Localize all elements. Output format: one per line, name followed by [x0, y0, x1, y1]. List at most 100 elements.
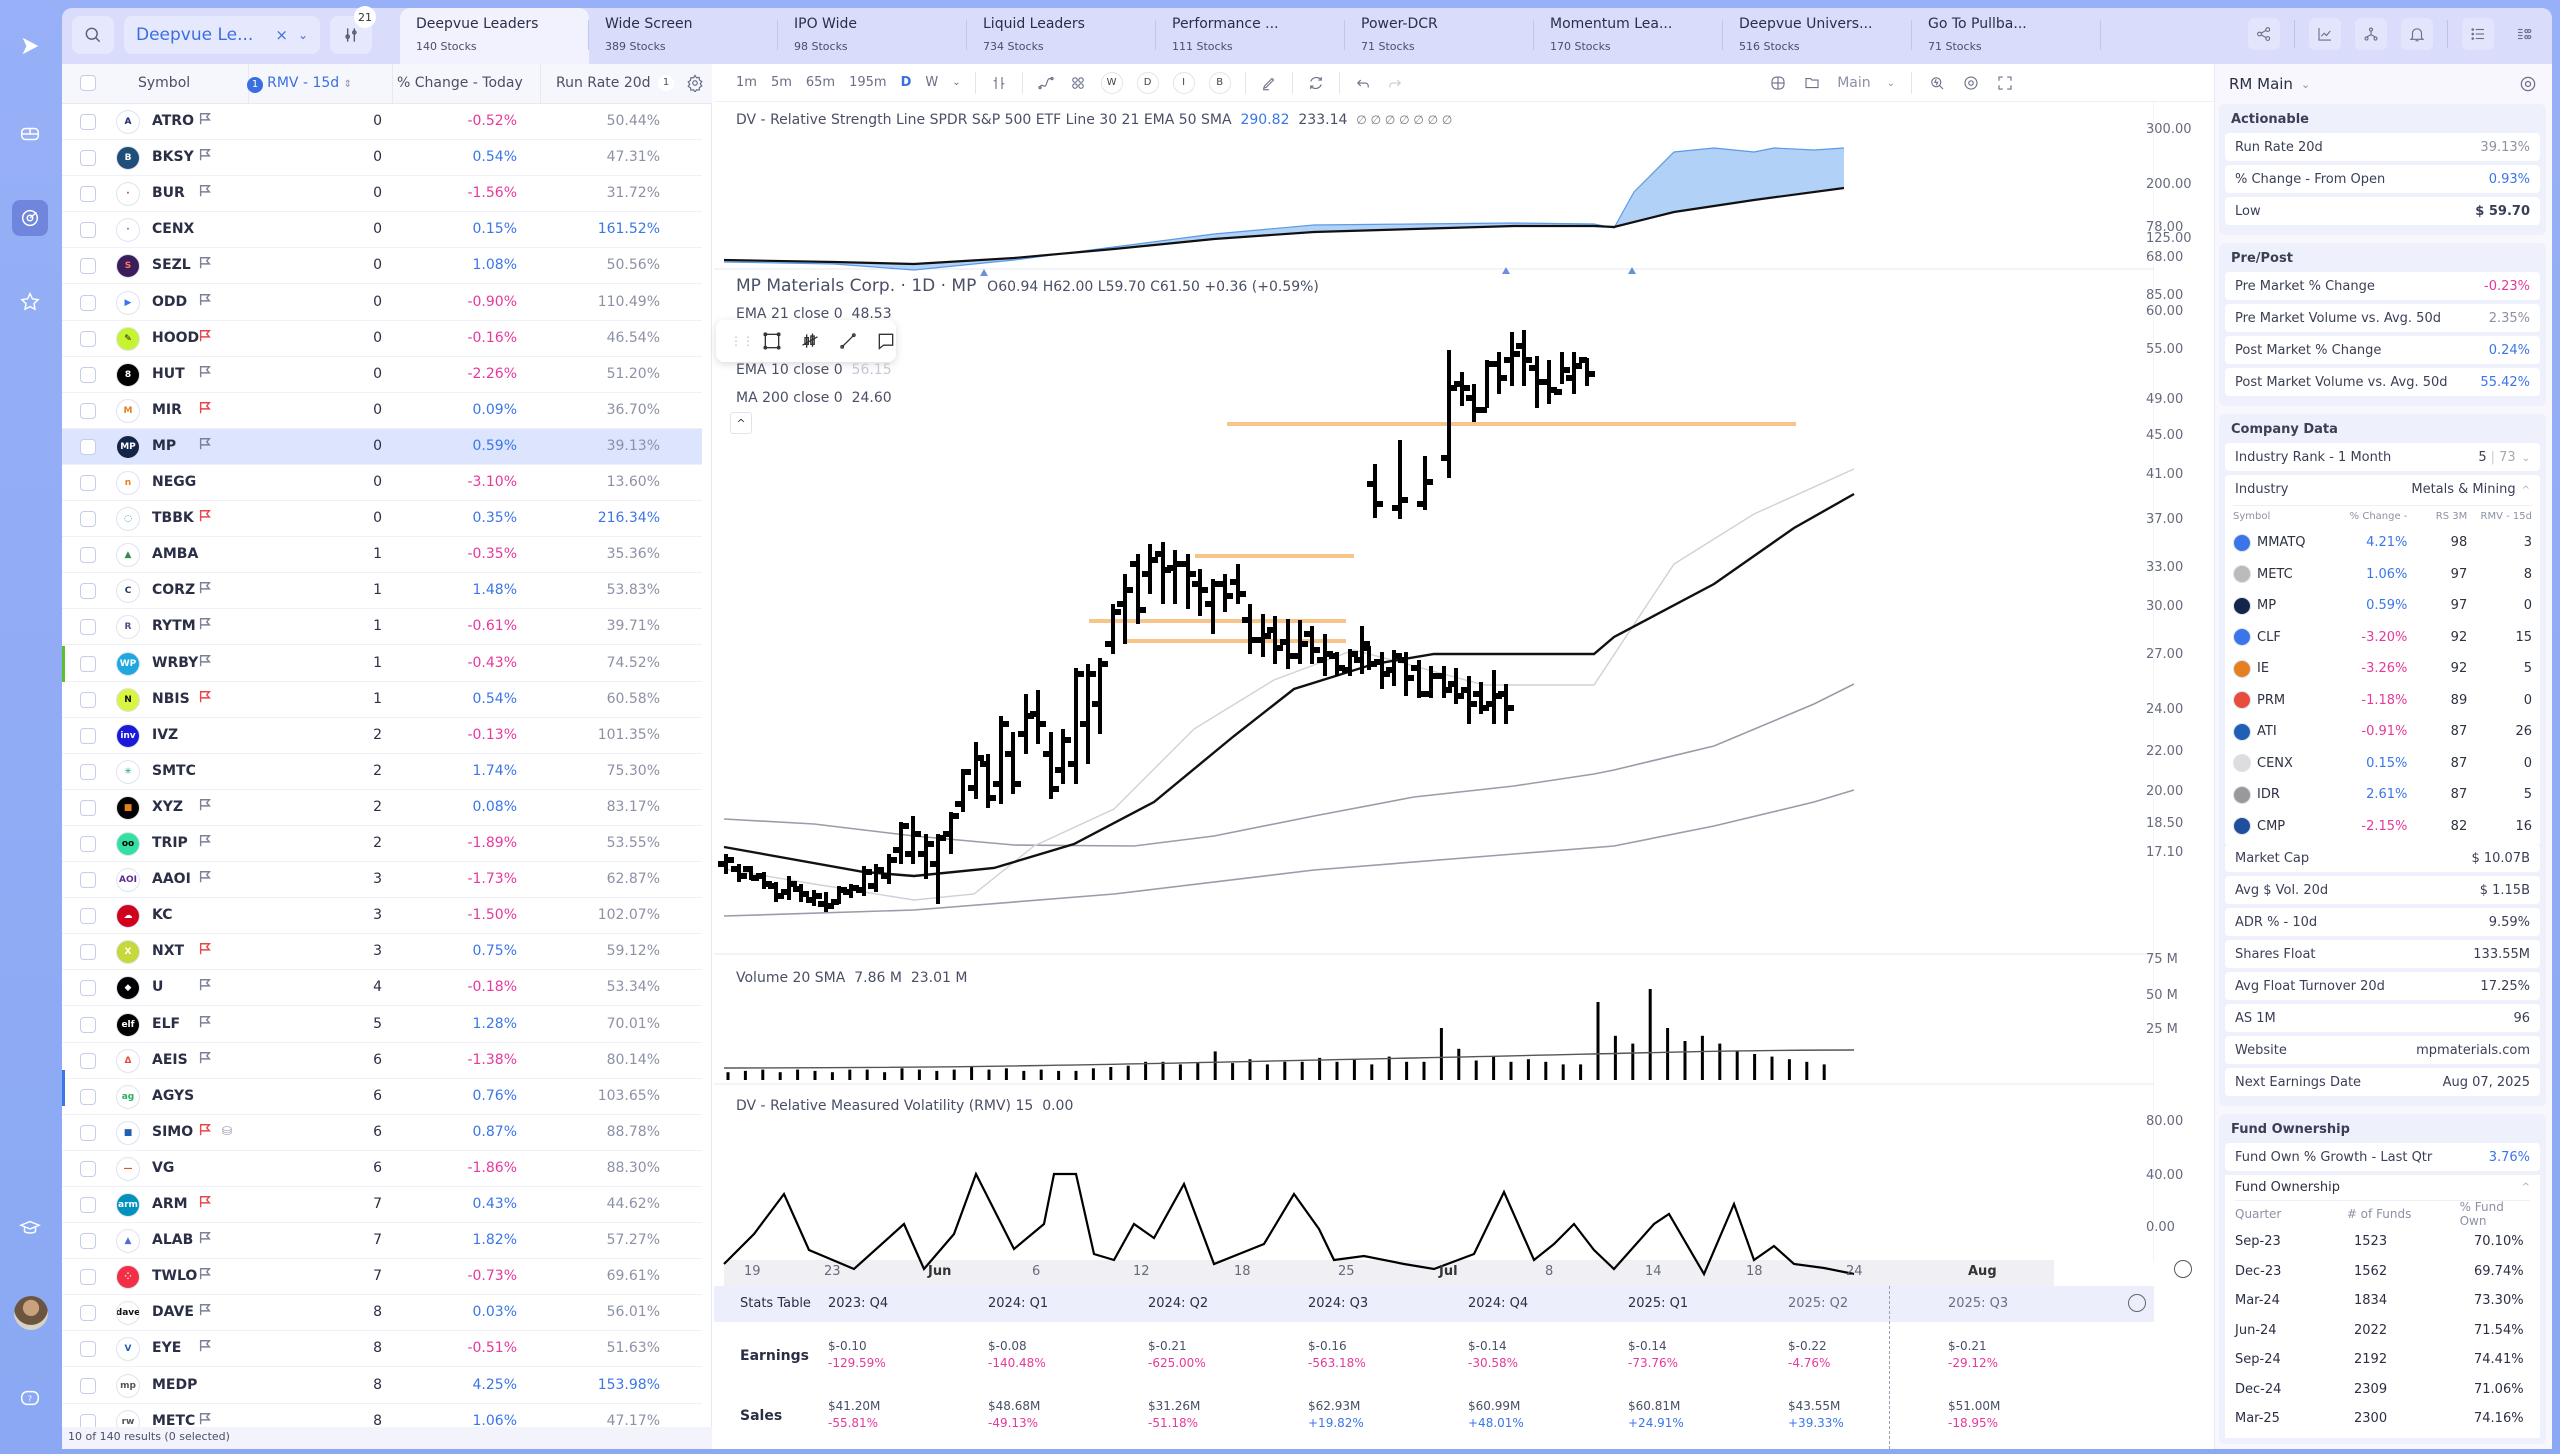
learn-icon[interactable]	[12, 1210, 48, 1246]
undo-icon[interactable]	[1354, 74, 1372, 92]
row-checkbox[interactable]	[80, 294, 96, 311]
flag-icon[interactable]	[198, 870, 212, 884]
list-view-button[interactable]	[2462, 18, 2494, 50]
industry-row-item[interactable]: ATI -0.91% 87 26	[2233, 716, 2532, 748]
rectangle-tool-icon[interactable]	[762, 329, 782, 353]
row-checkbox[interactable]	[80, 366, 96, 383]
tab-ipo-wide[interactable]: IPO Wide 98 Stocks	[778, 8, 967, 64]
row-checkbox[interactable]	[80, 1377, 96, 1394]
interval-d[interactable]: D	[900, 75, 912, 90]
row-checkbox[interactable]	[80, 655, 96, 672]
row-checkbox[interactable]	[80, 908, 96, 925]
table-row[interactable]: n NEGG 0 -3.10% 13.60%	[62, 465, 702, 501]
flag-icon[interactable]	[198, 1195, 212, 1209]
column-symbol[interactable]: Symbol	[138, 75, 191, 91]
row-checkbox[interactable]	[80, 1269, 96, 1286]
fullscreen-icon[interactable]	[1996, 74, 2014, 92]
time-axis-settings-icon[interactable]	[2174, 1260, 2192, 1278]
table-row[interactable]: C CORZ 1 1.48% 53.83%	[62, 573, 702, 610]
flag-icon[interactable]	[198, 1267, 212, 1281]
flag-icon[interactable]	[198, 509, 212, 523]
panel-layout-name[interactable]: RM Main	[2229, 75, 2293, 93]
chevron-up-icon[interactable]: ^	[2521, 1182, 2530, 1193]
table-row[interactable]: ■ XYZ 2 0.08% 83.17%	[62, 790, 702, 826]
line-tool-icon[interactable]	[838, 329, 858, 353]
table-row[interactable]: ☁ KC 3 -1.50% 102.07%	[62, 898, 702, 935]
table-row[interactable]: 8 HUT 0 -2.26% 51.20%	[62, 357, 702, 393]
industry-row[interactable]: Industry Metals & Mining ^	[2225, 475, 2540, 503]
row-checkbox[interactable]	[80, 944, 96, 961]
flag-icon[interactable]	[198, 834, 212, 848]
row-checkbox[interactable]	[80, 114, 96, 130]
row-checkbox[interactable]	[80, 872, 96, 889]
table-row[interactable]: arm ARM 7 0.43% 44.62%	[62, 1187, 702, 1223]
folder-icon[interactable]	[1803, 74, 1821, 92]
tab-deepvue-leaders[interactable]: Deepvue Leaders 140 Stocks	[400, 8, 589, 64]
table-row[interactable]: ■ SIMO ⛁ 6 0.87% 88.78%	[62, 1115, 702, 1151]
row-checkbox[interactable]	[80, 727, 96, 744]
industry-row-item[interactable]: CLF -3.20% 92 15	[2233, 622, 2532, 654]
industry-row-item[interactable]: METC 1.06% 97 8	[2233, 559, 2532, 591]
row-checkbox[interactable]	[80, 1160, 96, 1177]
share-button[interactable]	[2248, 18, 2280, 50]
gear-icon[interactable]	[2518, 74, 2538, 94]
chevron-down-icon[interactable]: ⌄	[952, 77, 961, 88]
table-row[interactable]: ◆ U 4 -0.18% 53.34%	[62, 970, 702, 1007]
chevron-down-icon[interactable]: ⌄	[1886, 77, 1895, 89]
table-row[interactable]: R RYTM 1 -0.61% 39.71%	[62, 609, 702, 646]
fund-ownership-toggle[interactable]: Fund Ownership ^	[2235, 1175, 2530, 1201]
grid-view-button[interactable]	[2508, 18, 2540, 50]
refresh-icon[interactable]	[1307, 74, 1325, 92]
chevron-down-icon[interactable]: ⌄	[2521, 452, 2530, 464]
drag-handle-icon[interactable]: ⋮⋮	[730, 334, 754, 348]
table-row[interactable]: ◌ TBBK 0 0.35% 216.34%	[62, 501, 702, 538]
table-row[interactable]: AOI AAOI 3 -1.73% 62.87%	[62, 862, 702, 899]
flag-icon[interactable]	[198, 1015, 212, 1029]
table-row[interactable]: M MIR 0 0.09% 36.70%	[62, 393, 702, 429]
column-change[interactable]: % Change - Today	[397, 75, 523, 91]
industry-row-item[interactable]: MMATQ 4.21% 98 3	[2233, 527, 2532, 559]
table-row[interactable]: ✳ SMTC 2 1.74% 75.30%	[62, 754, 702, 790]
row-checkbox[interactable]	[80, 258, 96, 275]
table-row[interactable]: elf ELF 5 1.28% 70.01%	[62, 1007, 702, 1043]
favorites-icon[interactable]	[12, 284, 48, 320]
toggle-i[interactable]: I	[1172, 71, 1195, 94]
industry-row-item[interactable]: IDR 2.61% 87 5	[2233, 779, 2532, 811]
industry-row-item[interactable]: MP 0.59% 97 0	[2233, 590, 2532, 622]
flag-icon[interactable]	[198, 184, 212, 198]
row-checkbox[interactable]	[80, 619, 96, 636]
clear-icon[interactable]: ×	[275, 26, 288, 44]
gear-icon[interactable]	[2128, 1294, 2146, 1312]
table-row[interactable]: ✎ HOOD 0 -0.16% 46.54%	[62, 321, 702, 357]
gear-icon[interactable]	[686, 74, 704, 92]
industry-rank-row[interactable]: Industry Rank - 1 Month 5 | 73 ⌄	[2225, 443, 2540, 471]
flag-icon[interactable]	[198, 1412, 212, 1426]
flag-icon[interactable]	[198, 798, 212, 812]
tab-go-to-pullba[interactable]: Go To Pullba... 71 Stocks	[1912, 8, 2101, 64]
row-checkbox[interactable]	[80, 402, 96, 419]
tab-deepvue-univers[interactable]: Deepvue Univers... 516 Stocks	[1723, 8, 1912, 64]
row-checkbox[interactable]	[80, 547, 96, 564]
row-checkbox[interactable]	[80, 1088, 96, 1105]
flag-icon[interactable]	[198, 365, 212, 379]
quick-scan-icon[interactable]	[1928, 74, 1946, 92]
table-row[interactable]: ▶ ODD 0 -0.90% 110.49%	[62, 285, 702, 321]
flag-icon[interactable]	[198, 1051, 212, 1065]
row-checkbox[interactable]	[80, 186, 96, 203]
collapse-legend-button[interactable]: ^	[730, 412, 752, 434]
row-checkbox[interactable]	[80, 799, 96, 816]
row-checkbox[interactable]	[80, 836, 96, 852]
flag-icon[interactable]	[198, 581, 212, 595]
tab-momentum-lea[interactable]: Momentum Lea... 170 Stocks	[1534, 8, 1723, 64]
tab-liquid-leaders[interactable]: Liquid Leaders 734 Stocks	[967, 8, 1156, 64]
flag-icon[interactable]	[198, 1339, 212, 1353]
network-button[interactable]	[2355, 18, 2387, 50]
flag-icon[interactable]	[198, 293, 212, 307]
flag-icon[interactable]	[198, 112, 212, 126]
flag-icon[interactable]	[198, 148, 212, 162]
chart-view-button[interactable]	[2309, 18, 2341, 50]
gear-icon[interactable]	[1962, 74, 1980, 92]
table-row[interactable]: · CENX 0 0.15% 161.52%	[62, 212, 702, 249]
interval-w[interactable]: W	[925, 75, 939, 90]
row-checkbox[interactable]	[80, 1341, 96, 1358]
